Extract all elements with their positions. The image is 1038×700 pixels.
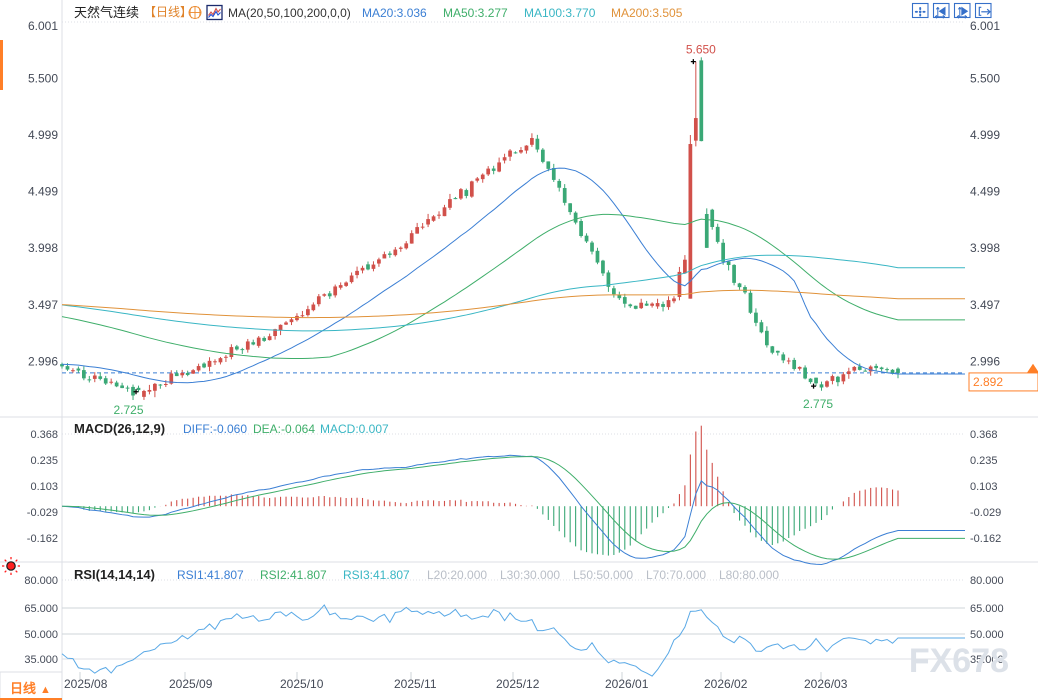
svg-text:0.235: 0.235 <box>30 455 58 467</box>
svg-text:0.368: 0.368 <box>30 429 58 441</box>
svg-text:-0.162: -0.162 <box>27 533 58 545</box>
svg-text:0.103: 0.103 <box>30 481 58 493</box>
svg-text:3.998: 3.998 <box>970 241 1000 255</box>
svg-text:4.499: 4.499 <box>970 185 1000 199</box>
svg-text:-0.029: -0.029 <box>27 507 58 519</box>
svg-text:6.001: 6.001 <box>28 19 58 33</box>
svg-text:5.500: 5.500 <box>970 72 1000 86</box>
svg-text:日线: 日线 <box>10 681 36 696</box>
svg-text:2.996: 2.996 <box>28 354 58 368</box>
svg-text:MACD(26,12,9): MACD(26,12,9) <box>74 421 165 436</box>
svg-text:MA20:3.036: MA20:3.036 <box>362 6 427 20</box>
svg-text:2.775: 2.775 <box>803 397 833 411</box>
svg-text:L30:30.000: L30:30.000 <box>500 568 560 582</box>
svg-text:L80:80.000: L80:80.000 <box>719 568 779 582</box>
svg-text:2.996: 2.996 <box>970 354 1000 368</box>
svg-text:4.999: 4.999 <box>28 128 58 142</box>
svg-text:2025/09: 2025/09 <box>169 677 213 691</box>
svg-text:RSI2:41.807: RSI2:41.807 <box>260 568 327 582</box>
svg-text:65.000: 65.000 <box>970 603 1004 615</box>
svg-text:3.998: 3.998 <box>28 241 58 255</box>
svg-text:3.497: 3.497 <box>970 298 1000 312</box>
svg-text:RSI(14,14,14): RSI(14,14,14) <box>74 567 155 582</box>
svg-text:2025/08: 2025/08 <box>64 677 108 691</box>
svg-text:-0.029: -0.029 <box>970 507 1001 519</box>
svg-text:65.000: 65.000 <box>24 603 58 615</box>
svg-text:2025/11: 2025/11 <box>394 677 437 691</box>
svg-text:4.999: 4.999 <box>970 128 1000 142</box>
svg-text:2026/02: 2026/02 <box>704 677 748 691</box>
svg-text:0.235: 0.235 <box>970 455 998 467</box>
svg-text:-0.162: -0.162 <box>970 533 1001 545</box>
svg-text:4.499: 4.499 <box>28 185 58 199</box>
svg-text:0.103: 0.103 <box>970 481 998 493</box>
svg-text:DEA:-0.064: DEA:-0.064 <box>253 422 315 436</box>
svg-text:▲: ▲ <box>40 684 51 696</box>
svg-text:MA(20,50,100,200,0,0): MA(20,50,100,200,0,0) <box>228 6 351 20</box>
svg-text:MA200:3.505: MA200:3.505 <box>611 6 683 20</box>
svg-text:3.497: 3.497 <box>28 298 58 312</box>
svg-text:2026/03: 2026/03 <box>804 677 848 691</box>
svg-text:RSI3:41.807: RSI3:41.807 <box>343 568 410 582</box>
svg-text:2025/12: 2025/12 <box>496 677 540 691</box>
svg-text:天然气连续: 天然气连续 <box>74 5 139 20</box>
svg-text:L20:20.000: L20:20.000 <box>427 568 487 582</box>
svg-text:MA50:3.277: MA50:3.277 <box>443 6 508 20</box>
svg-text:FX678: FX678 <box>909 642 1009 680</box>
svg-text:DIFF:-0.060: DIFF:-0.060 <box>183 422 247 436</box>
svg-text:6.001: 6.001 <box>970 19 1000 33</box>
svg-text:50.000: 50.000 <box>970 629 1004 641</box>
svg-text:2.725: 2.725 <box>113 403 143 417</box>
svg-text:80.000: 80.000 <box>970 575 1004 587</box>
svg-text:MA100:3.770: MA100:3.770 <box>524 6 596 20</box>
svg-text:0.368: 0.368 <box>970 429 998 441</box>
svg-text:L50:50.000: L50:50.000 <box>573 568 633 582</box>
svg-text:L70:70.000: L70:70.000 <box>646 568 706 582</box>
svg-text:80.000: 80.000 <box>24 575 58 587</box>
svg-text:35.000: 35.000 <box>24 654 58 666</box>
svg-text:5.650: 5.650 <box>686 43 716 57</box>
svg-text:2026/01: 2026/01 <box>605 677 649 691</box>
svg-text:MACD:0.007: MACD:0.007 <box>320 422 389 436</box>
svg-text:50.000: 50.000 <box>24 629 58 641</box>
svg-text:2.892: 2.892 <box>973 375 1003 389</box>
svg-text:【日线】: 【日线】 <box>144 5 192 19</box>
svg-text:RSI1:41.807: RSI1:41.807 <box>177 568 244 582</box>
svg-text:2025/10: 2025/10 <box>280 677 324 691</box>
svg-text:5.500: 5.500 <box>28 72 58 86</box>
